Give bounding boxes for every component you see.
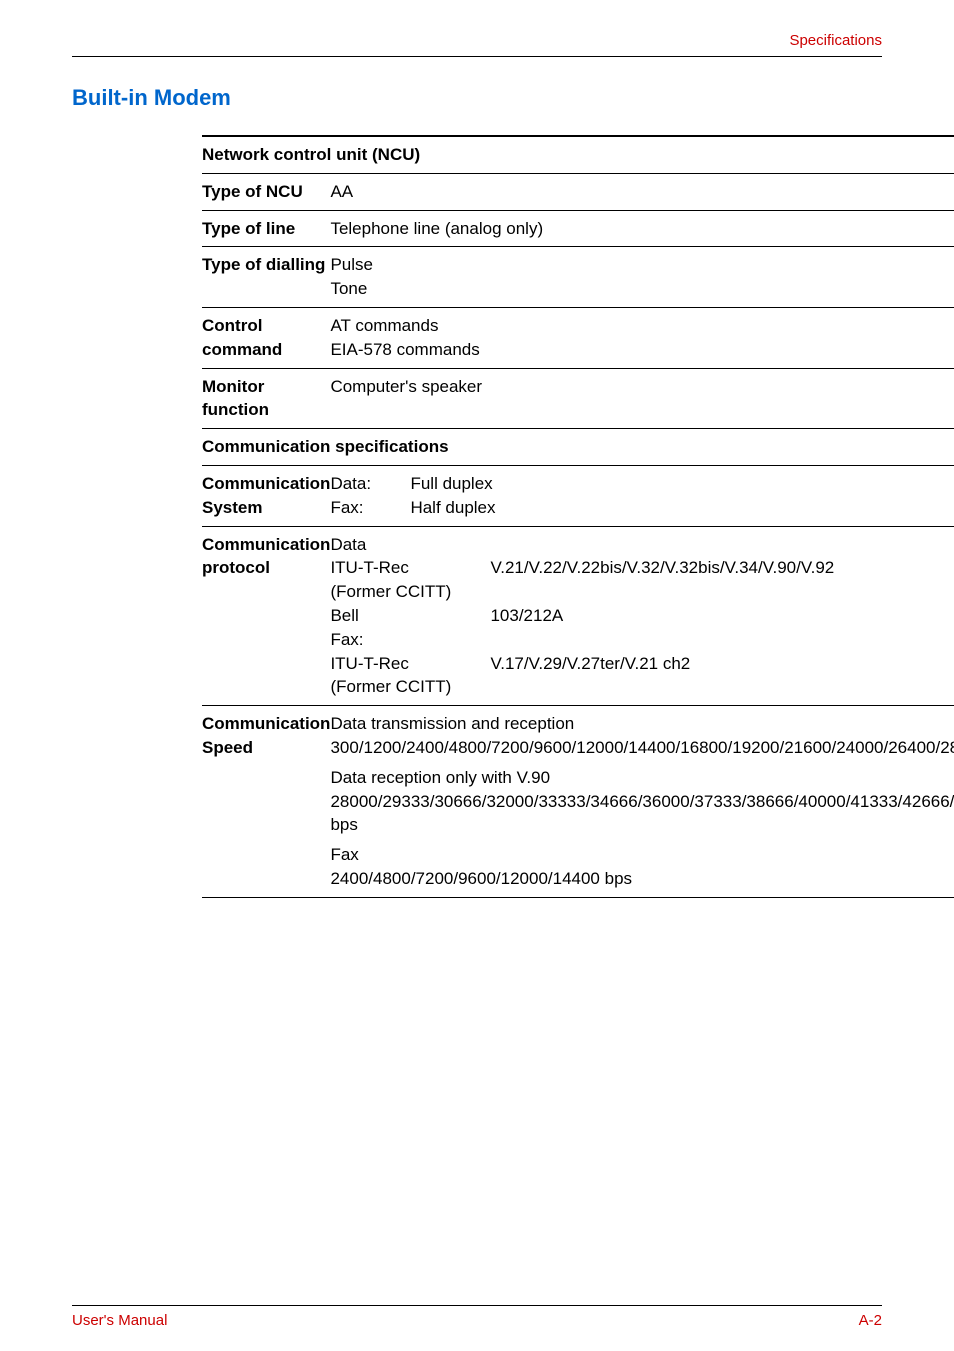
comm-speed-label: Communication Speed: [202, 706, 330, 898]
proto-data: Data: [330, 533, 954, 557]
table-row: Communication Speed Data transmission an…: [202, 706, 954, 898]
section-title: Built-in Modem: [72, 85, 882, 111]
monitor-function-value: Computer's speaker: [330, 368, 954, 429]
speed-dtx-value: 300/1200/2400/4800/7200/9600/12000/14400…: [330, 736, 954, 760]
speed-drx-value: 28000/29333/30666/32000/33333/34666/3600…: [330, 790, 954, 838]
table-row: Communication protocol Data ITU-T-Rec (F…: [202, 526, 954, 706]
table-row: Type of NCU AA: [202, 173, 954, 210]
proto-itu2: ITU-T-Rec: [330, 652, 490, 676]
table-row: Communication specifications: [202, 429, 954, 466]
comm-system-label: Communication System: [202, 465, 330, 526]
speed-drx: Data reception only with V.90: [330, 766, 954, 790]
dial-pulse: Pulse: [330, 253, 954, 277]
page-header: Specifications: [72, 32, 882, 57]
type-line-label: Type of line: [202, 210, 330, 247]
comm-system-value: Data: Full duplex Fax: Half duplex: [330, 465, 954, 526]
type-dialling-value: Pulse Tone: [330, 247, 954, 308]
proto-itu1-value: V.21/V.22/V.22bis/V.32/V.32bis/V.34/V.90…: [490, 556, 954, 604]
proto-bell-value: 103/212A: [490, 604, 954, 628]
table-row: Type of line Telephone line (analog only…: [202, 210, 954, 247]
proto-fax: Fax:: [330, 628, 954, 652]
table-row: Network control unit (NCU): [202, 136, 954, 173]
proto-itu1-left: ITU-T-Rec (Former CCITT): [330, 556, 490, 604]
proto-bell: Bell: [330, 604, 490, 628]
comm-protocol-label: Communication protocol: [202, 526, 330, 706]
spec-table: Network control unit (NCU) Type of NCU A…: [202, 135, 954, 898]
table-row: Monitor function Computer's speaker: [202, 368, 954, 429]
speed-dtx: Data transmission and reception: [330, 712, 954, 736]
type-ncu-label: Type of NCU: [202, 173, 330, 210]
proto-itu1b: (Former CCITT): [330, 580, 490, 604]
type-dialling-label: Type of dialling: [202, 247, 330, 308]
proto-itu1: ITU-T-Rec: [330, 556, 490, 580]
page-footer: User's Manual A-2: [72, 1305, 882, 1329]
ctrl-at: AT commands: [330, 314, 954, 338]
ctrl-eia: EIA-578 commands: [330, 338, 954, 362]
dial-tone: Tone: [330, 277, 954, 301]
type-line-value: Telephone line (analog only): [330, 210, 954, 247]
comm-sys-data-label: Data:: [330, 472, 410, 496]
comm-spec-header: Communication specifications: [202, 429, 954, 466]
table-row: Control command AT commands EIA-578 comm…: [202, 307, 954, 368]
monitor-function-label: Monitor function: [202, 368, 330, 429]
comm-sys-fax-label: Fax:: [330, 496, 410, 520]
footer-right: A-2: [859, 1312, 882, 1329]
control-command-value: AT commands EIA-578 commands: [330, 307, 954, 368]
comm-sys-data-value: Full duplex: [410, 472, 492, 496]
comm-speed-value: Data transmission and reception 300/1200…: [330, 706, 954, 898]
spec-content: Network control unit (NCU) Type of NCU A…: [202, 135, 882, 898]
proto-itu2-value: V.17/V.29/V.27ter/V.21 ch2: [490, 652, 954, 700]
table-row: Type of dialling Pulse Tone: [202, 247, 954, 308]
footer-left: User's Manual: [72, 1312, 167, 1329]
proto-itu2-left: ITU-T-Rec (Former CCITT): [330, 652, 490, 700]
type-ncu-value: AA: [330, 173, 954, 210]
speed-fax: Fax: [330, 843, 954, 867]
proto-itu2b: (Former CCITT): [330, 675, 490, 699]
header-corner-label: Specifications: [789, 32, 882, 49]
ncu-section-header: Network control unit (NCU): [202, 136, 954, 173]
comm-protocol-value: Data ITU-T-Rec (Former CCITT) V.21/V.22/…: [330, 526, 954, 706]
speed-fax-value: 2400/4800/7200/9600/12000/14400 bps: [330, 867, 954, 891]
table-row: Communication System Data: Full duplex F…: [202, 465, 954, 526]
control-command-label: Control command: [202, 307, 330, 368]
comm-sys-fax-value: Half duplex: [410, 496, 495, 520]
